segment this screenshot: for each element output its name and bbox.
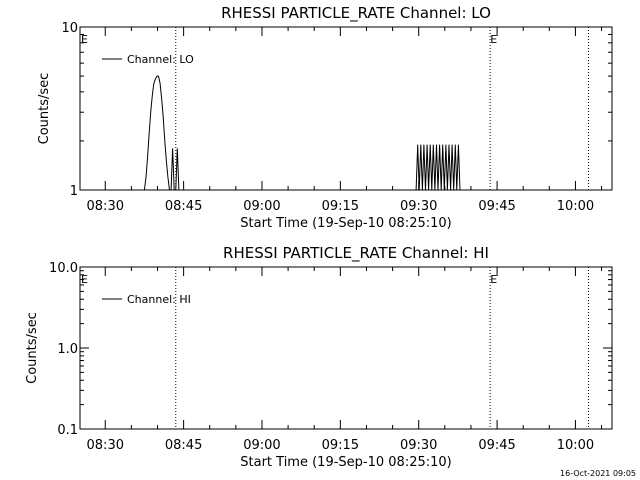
legend-label: Channel: HI [127,293,191,306]
legend-label: Channel: LO [127,53,194,66]
chart-title: RHESSI PARTICLE_RATE Channel: LO [221,4,491,23]
x-tick-label: 09:45 [478,438,515,453]
x-tick-label: 09:30 [400,438,437,453]
event-marker-label: E [490,273,497,286]
y-tick-label: 1 [70,184,78,199]
event-marker-label: E [81,33,88,46]
series-line [143,75,461,191]
x-tick-label: 08:45 [165,199,202,214]
x-axis-label: Start Time (19-Sep-10 08:25:10) [240,216,451,231]
plot-frame [79,26,613,191]
x-tick-label: 09:15 [322,438,359,453]
footer-timestamp: 16-Oct-2021 09:05 [560,469,636,478]
panel-lo: RHESSI PARTICLE_RATE Channel: LO Start Ti… [37,4,613,231]
x-tick-label: 09:00 [243,199,280,214]
y-tick-label: 10 [61,21,78,36]
x-tick-label: 08:45 [165,438,202,453]
x-tick-label: 09:45 [478,199,515,214]
y-tick-label: 0.1 [57,423,78,438]
panel-hi: RHESSI PARTICLE_RATE Channel: HI Start Ti… [25,244,613,470]
y-tick-label: 1.0 [57,342,78,357]
plot-frame [79,266,613,430]
x-tick-label: 08:30 [87,438,124,453]
event-marker-label: E [81,273,88,286]
x-tick-label: 09:00 [243,438,280,453]
y-tick-label: 10.0 [49,261,78,276]
chart-title: RHESSI PARTICLE_RATE Channel: HI [223,244,489,263]
event-marker-label: E [490,33,497,46]
x-tick-label: 09:30 [400,199,437,214]
x-axis-label: Start Time (19-Sep-10 08:25:10) [240,455,451,470]
y-axis-label: Counts/sec [37,73,52,145]
x-tick-label: 09:15 [322,199,359,214]
x-tick-label: 10:00 [557,438,594,453]
x-tick-label: 08:30 [87,199,124,214]
x-tick-label: 10:00 [557,199,594,214]
y-axis-label: Counts/sec [25,312,40,384]
